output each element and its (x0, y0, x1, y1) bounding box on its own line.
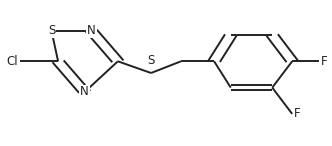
Text: N: N (80, 85, 89, 99)
Text: N: N (87, 24, 96, 37)
Text: Cl: Cl (7, 55, 18, 68)
Text: S: S (147, 54, 155, 67)
Text: F: F (294, 107, 300, 120)
Text: F: F (320, 55, 327, 68)
Text: S: S (48, 24, 55, 37)
